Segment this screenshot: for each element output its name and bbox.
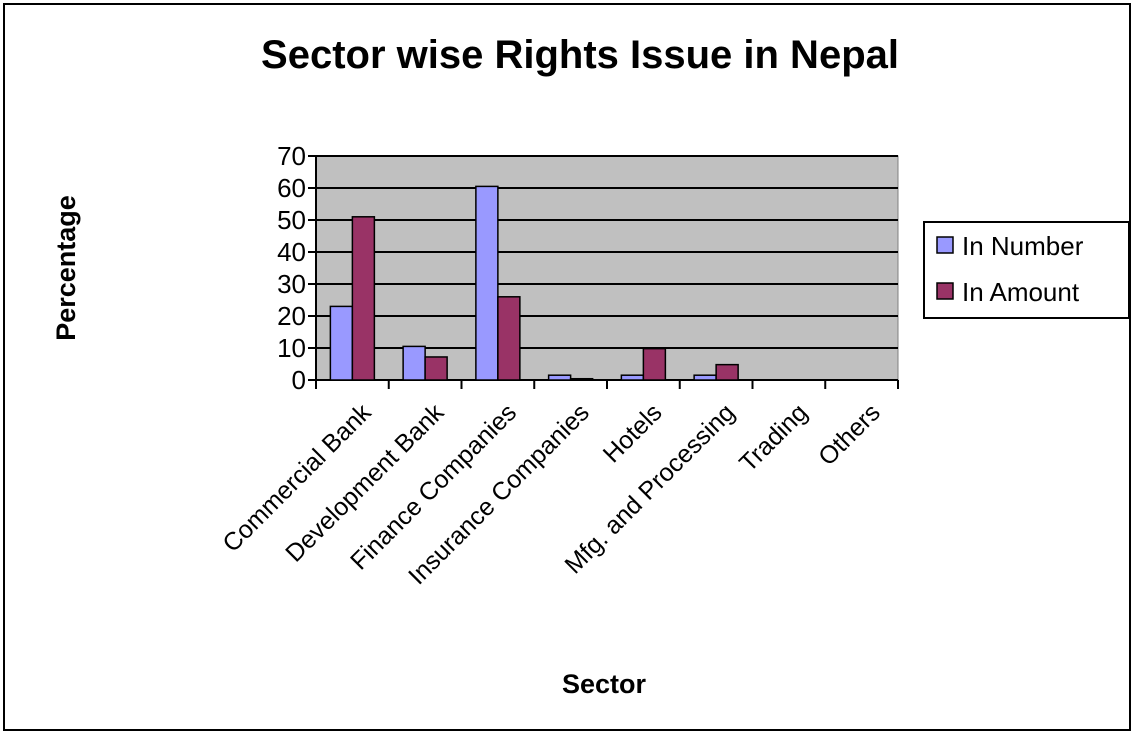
x-tick-label: Others (813, 398, 886, 471)
y-tick-label: 60 (277, 173, 306, 203)
x-tick-label: Trading (734, 398, 813, 477)
legend-label: In Number (962, 231, 1084, 261)
bar (329, 305, 354, 381)
x-axis-title: Sector (562, 669, 647, 699)
bar (497, 296, 521, 381)
x-tick-label: Hotels (598, 398, 668, 468)
bar (351, 216, 376, 381)
y-tick-label: 20 (277, 301, 306, 331)
y-tick-label: 50 (277, 205, 306, 235)
y-tick-label: 70 (277, 141, 306, 171)
legend: In Number In Amount (923, 221, 1130, 319)
bar (642, 347, 667, 381)
bar (569, 377, 594, 381)
bar (475, 185, 499, 381)
y-tick-label: 0 (292, 365, 306, 395)
legend-label: In Amount (962, 277, 1080, 307)
y-tick-label: 30 (277, 269, 306, 299)
y-tick-label: 40 (277, 237, 306, 267)
chart-title: Sector wise Rights Issue in Nepal (261, 33, 899, 77)
legend-box (923, 221, 1130, 319)
plot-background (315, 155, 899, 381)
bar (715, 363, 739, 381)
legend-swatch (936, 282, 954, 300)
legend-swatch (936, 236, 954, 254)
bar (620, 374, 645, 381)
y-axis-title: Percentage (51, 195, 81, 341)
y-tick-label: 10 (277, 333, 306, 363)
bar (693, 374, 717, 381)
bar (402, 345, 426, 381)
bar (547, 374, 572, 381)
bar (424, 356, 448, 381)
